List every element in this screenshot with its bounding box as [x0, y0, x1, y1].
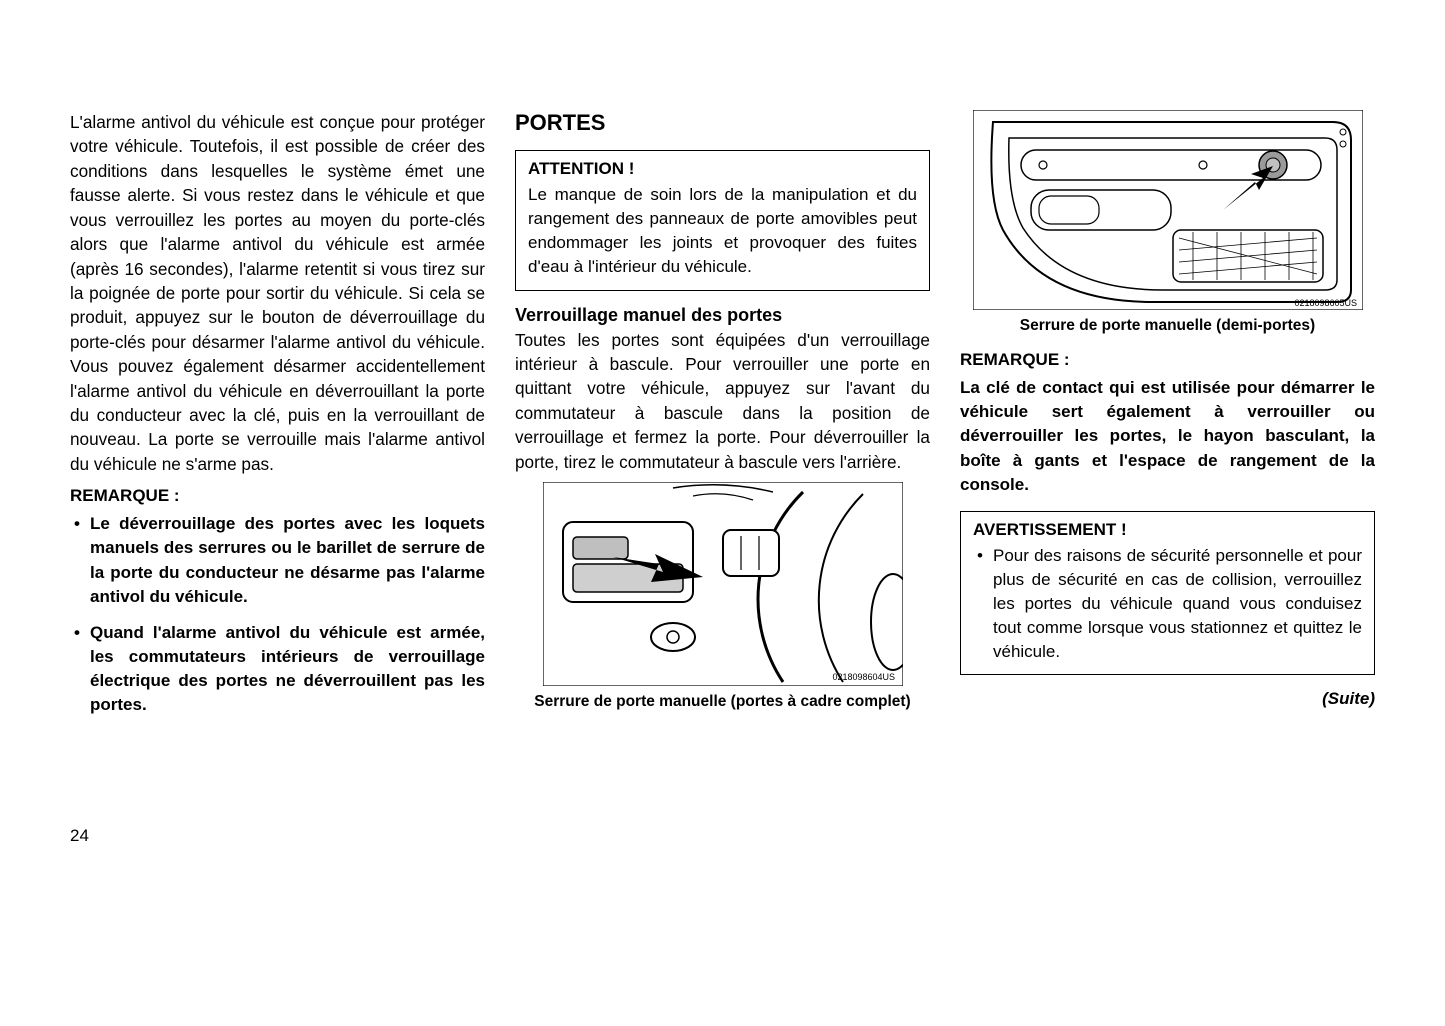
continued-label: (Suite)	[960, 689, 1375, 709]
remark-body: La clé de contact qui est utilisée pour …	[960, 376, 1375, 497]
figure-code: 0218098604US	[832, 672, 895, 682]
remark-bullets: Le déverrouillage des portes avec les lo…	[70, 512, 485, 717]
remark-label: REMARQUE :	[960, 350, 1375, 370]
half-door-illustration: 0218098605US	[973, 110, 1363, 310]
figure-1: 0218098604US Serrure de porte manuelle (…	[515, 482, 930, 712]
figure-2: 0218098605US Serrure de porte manuelle (…	[960, 110, 1375, 336]
figure-code: 0218098605US	[1294, 298, 1357, 308]
figure-2-caption: Serrure de porte manuelle (demi-portes)	[960, 316, 1375, 336]
attention-title: ATTENTION !	[528, 159, 917, 179]
door-lock-dash-illustration: 0218098604US	[543, 482, 903, 686]
page-number: 24	[70, 826, 89, 846]
attention-body: Le manque de soin lors de la manipulatio…	[528, 183, 917, 280]
subsection-body: Toutes les portes sont équipées d'un ver…	[515, 328, 930, 475]
intro-paragraph: L'alarme antivol du véhicule est conçue …	[70, 110, 485, 476]
warning-title: AVERTISSEMENT !	[973, 520, 1362, 540]
manual-page: L'alarme antivol du véhicule est conçue …	[0, 0, 1445, 1026]
column-3: 0218098605US Serrure de porte manuelle (…	[960, 110, 1375, 729]
section-title: PORTES	[515, 110, 930, 136]
column-1: L'alarme antivol du véhicule est conçue …	[70, 110, 485, 729]
bullet-item: Quand l'alarme antivol du véhicule est a…	[70, 621, 485, 718]
bullet-item: Le déverrouillage des portes avec les lo…	[70, 512, 485, 609]
figure-1-caption: Serrure de porte manuelle (portes à cadr…	[515, 692, 930, 712]
attention-box: ATTENTION ! Le manque de soin lors de la…	[515, 150, 930, 291]
bullet-item: Pour des raisons de sécurité personnelle…	[973, 544, 1362, 665]
warning-bullets: Pour des raisons de sécurité personnelle…	[973, 544, 1362, 665]
column-2: PORTES ATTENTION ! Le manque de soin lor…	[515, 110, 930, 729]
subsection-head: Verrouillage manuel des portes	[515, 305, 930, 326]
warning-box: AVERTISSEMENT ! Pour des raisons de sécu…	[960, 511, 1375, 676]
column-layout: L'alarme antivol du véhicule est conçue …	[70, 110, 1375, 729]
remark-label: REMARQUE :	[70, 486, 485, 506]
